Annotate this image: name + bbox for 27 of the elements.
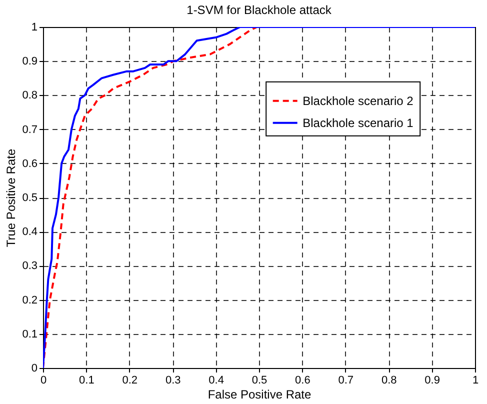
y-tick-label: 0.5 xyxy=(22,192,38,204)
x-tick-label: 0.1 xyxy=(79,374,94,386)
y-tick-label: 1 xyxy=(31,22,38,34)
x-tick-label: 0.8 xyxy=(381,374,397,386)
y-tick-label: 0.4 xyxy=(22,226,38,238)
x-tick-label: 1 xyxy=(472,374,479,386)
y-tick-label: 0.9 xyxy=(22,56,38,68)
x-tick-label: 0.2 xyxy=(122,374,138,386)
legend-label: Blackhole scenario 1 xyxy=(302,116,414,130)
x-tick-label: 0.5 xyxy=(252,374,268,386)
x-tick-label: 0.3 xyxy=(165,374,181,386)
y-tick-label: 0.7 xyxy=(22,124,38,136)
y-tick-label: 0.6 xyxy=(22,158,38,170)
y-axis-title: True Positive Rate xyxy=(4,148,18,248)
chart-title: 1-SVM for Blackhole attack xyxy=(186,3,332,17)
x-tick-label: 0.9 xyxy=(424,374,440,386)
y-tick-label: 0.8 xyxy=(22,90,38,102)
legend-label: Blackhole scenario 2 xyxy=(302,94,414,108)
y-tick-label: 0.1 xyxy=(22,328,38,340)
y-tick-label: 0.3 xyxy=(22,260,38,272)
x-tick-label: 0 xyxy=(40,374,47,386)
y-tick-label: 0 xyxy=(31,362,38,374)
x-tick-label: 0.7 xyxy=(338,374,354,386)
x-tick-label: 0.4 xyxy=(208,374,224,386)
y-tick-label: 0.2 xyxy=(22,294,38,306)
x-tick-label: 0.6 xyxy=(295,374,310,386)
x-axis-title: False Positive Rate xyxy=(208,388,312,402)
